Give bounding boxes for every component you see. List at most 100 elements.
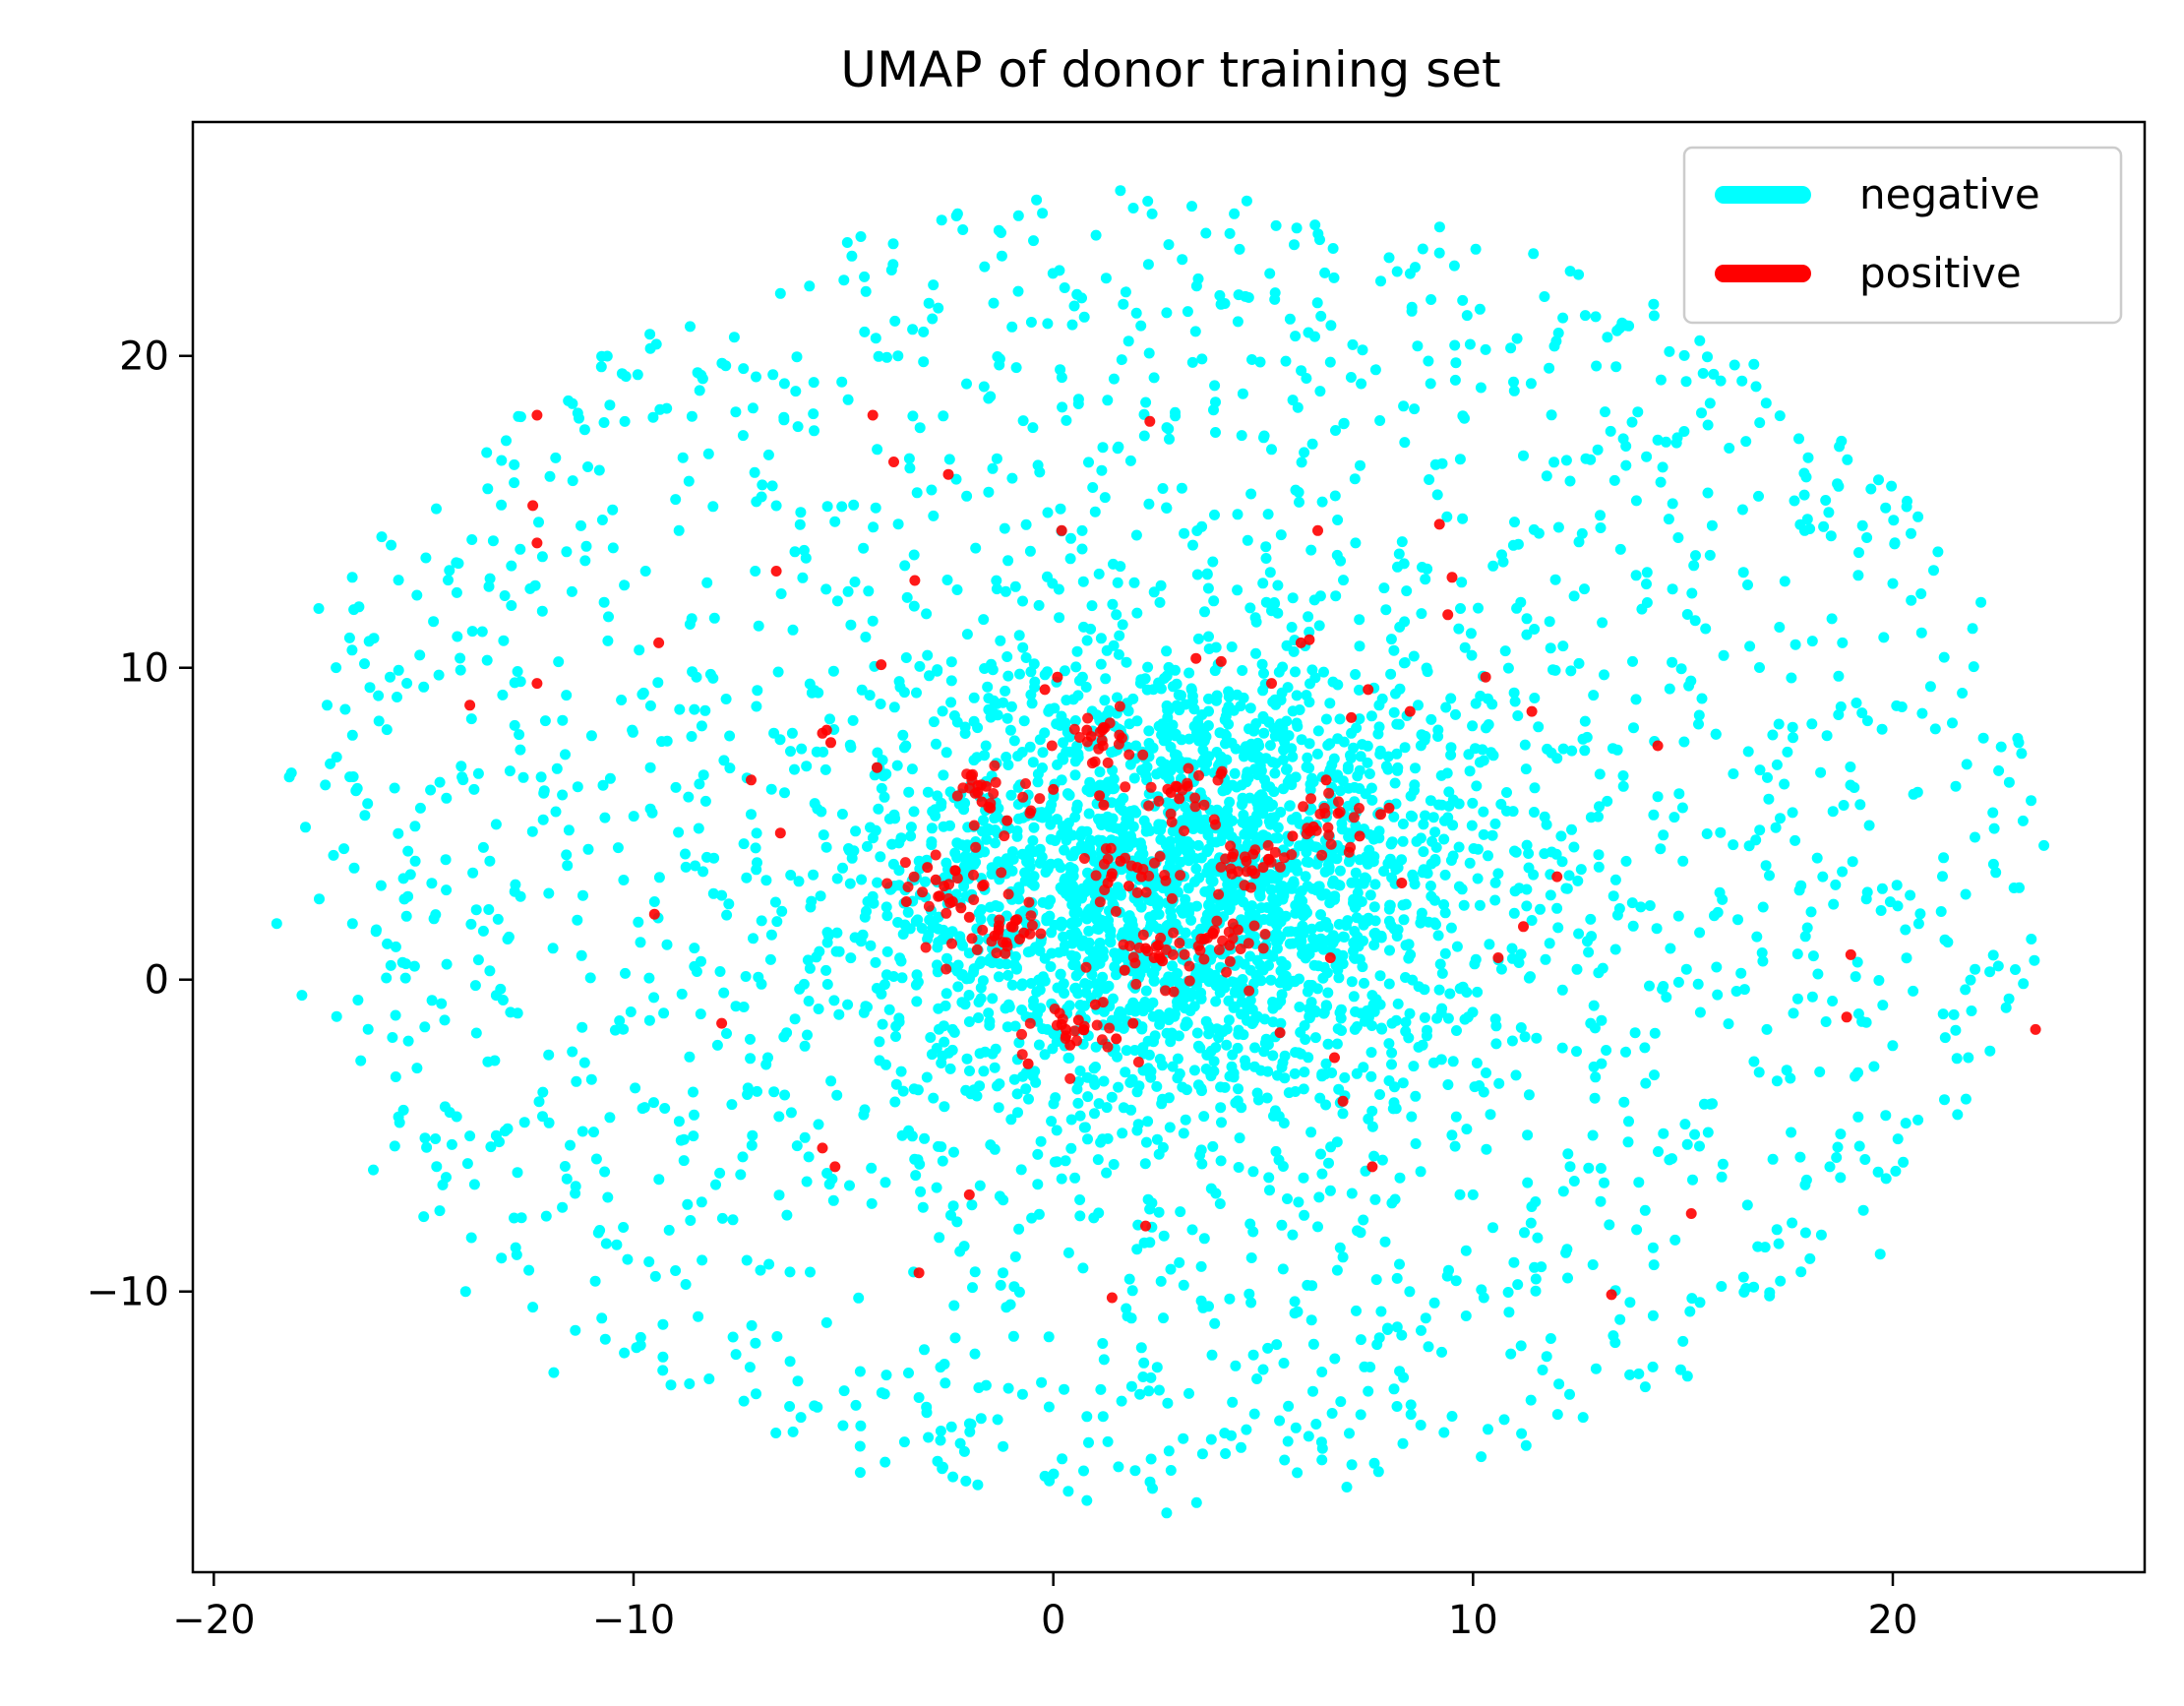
positive-point [902, 882, 914, 892]
negative-point [1341, 1482, 1353, 1493]
negative-point [658, 1007, 670, 1019]
negative-point [1194, 992, 1206, 1004]
negative-point [2017, 815, 2029, 826]
negative-point [845, 619, 857, 631]
negative-point [1604, 1219, 1615, 1231]
negative-point [1544, 938, 1555, 949]
positive-point [770, 566, 782, 577]
negative-point [1134, 677, 1146, 689]
negative-point [1002, 670, 1014, 682]
negative-point [1207, 1140, 1219, 1152]
negative-point [1269, 598, 1281, 610]
negative-point [2026, 795, 2037, 807]
negative-point [923, 1432, 935, 1443]
negative-point [1716, 1171, 1728, 1183]
negative-point [1249, 1042, 1260, 1054]
negative-point [863, 585, 875, 597]
negative-point [375, 880, 387, 891]
negative-point [1320, 1058, 1332, 1069]
negative-point [1058, 978, 1069, 990]
negative-point [561, 690, 573, 701]
negative-point [1005, 1114, 1017, 1126]
negative-point [1984, 966, 1996, 978]
negative-point [411, 589, 423, 601]
negative-point [1522, 1177, 1534, 1188]
negative-point [512, 1007, 523, 1019]
negative-point [1715, 826, 1727, 838]
negative-point [859, 326, 871, 337]
negative-point [673, 524, 685, 536]
negative-point [1485, 1109, 1496, 1121]
negative-point [1686, 587, 1698, 599]
negative-point [1433, 984, 1445, 996]
negative-point [452, 631, 463, 642]
negative-point [1665, 943, 1676, 954]
negative-point [1066, 319, 1078, 331]
negative-point [1469, 1081, 1481, 1093]
negative-point [1303, 762, 1314, 773]
negative-point [1244, 995, 1256, 1006]
negative-point [1142, 259, 1154, 271]
negative-point [1814, 1066, 1826, 1077]
negative-point [1715, 375, 1727, 387]
negative-point [698, 769, 709, 781]
negative-point [1069, 769, 1081, 781]
negative-point [1420, 1312, 1431, 1324]
negative-point [325, 758, 336, 769]
negative-point [441, 958, 453, 970]
positive-point [1024, 1017, 1036, 1029]
negative-point [1083, 905, 1094, 917]
negative-point [970, 542, 982, 554]
negative-point [515, 411, 526, 423]
negative-point [996, 250, 1007, 262]
negative-point [1362, 757, 1373, 768]
negative-point [1318, 666, 1329, 678]
negative-point [1017, 1070, 1029, 1082]
positive-point [908, 871, 920, 883]
negative-point [1002, 1382, 1014, 1394]
negative-point [964, 1066, 975, 1076]
negative-point [547, 943, 559, 954]
negative-point [927, 919, 939, 931]
negative-point [873, 350, 884, 362]
negative-point [382, 938, 394, 949]
negative-point [756, 915, 767, 927]
negative-point [607, 542, 619, 554]
negative-point [1257, 808, 1268, 820]
negative-point [1510, 1069, 1522, 1081]
negative-point [1392, 862, 1404, 874]
negative-point [1681, 1138, 1693, 1150]
negative-point [604, 772, 616, 784]
negative-point [1296, 457, 1307, 468]
positive-point [1133, 942, 1145, 953]
negative-point [1095, 633, 1107, 644]
negative-point [1400, 940, 1412, 951]
negative-point [1426, 835, 1438, 847]
negative-point [1475, 691, 1486, 701]
negative-point [954, 936, 966, 947]
negative-point [820, 583, 832, 595]
negative-point [1337, 1251, 1349, 1263]
negative-point [1140, 985, 1152, 997]
negative-point [1322, 987, 1334, 999]
negative-point [1064, 918, 1076, 930]
negative-point [1244, 702, 1256, 714]
negative-point [1396, 536, 1408, 548]
negative-point [497, 689, 509, 701]
negative-point [390, 941, 401, 952]
negative-point [1097, 951, 1109, 963]
negative-point [1008, 735, 1020, 747]
negative-point [1047, 1043, 1059, 1055]
negative-point [1609, 1337, 1621, 1349]
negative-point [1505, 1348, 1517, 1360]
negative-point [1072, 988, 1084, 1000]
negative-point [1774, 622, 1786, 633]
negative-point [1305, 923, 1317, 935]
negative-point [1439, 947, 1451, 959]
negative-point [389, 782, 400, 794]
negative-point [1420, 810, 1430, 822]
negative-point [1056, 1173, 1067, 1185]
negative-point [1388, 811, 1400, 823]
negative-point [1117, 1127, 1128, 1139]
negative-point [998, 1267, 1008, 1279]
